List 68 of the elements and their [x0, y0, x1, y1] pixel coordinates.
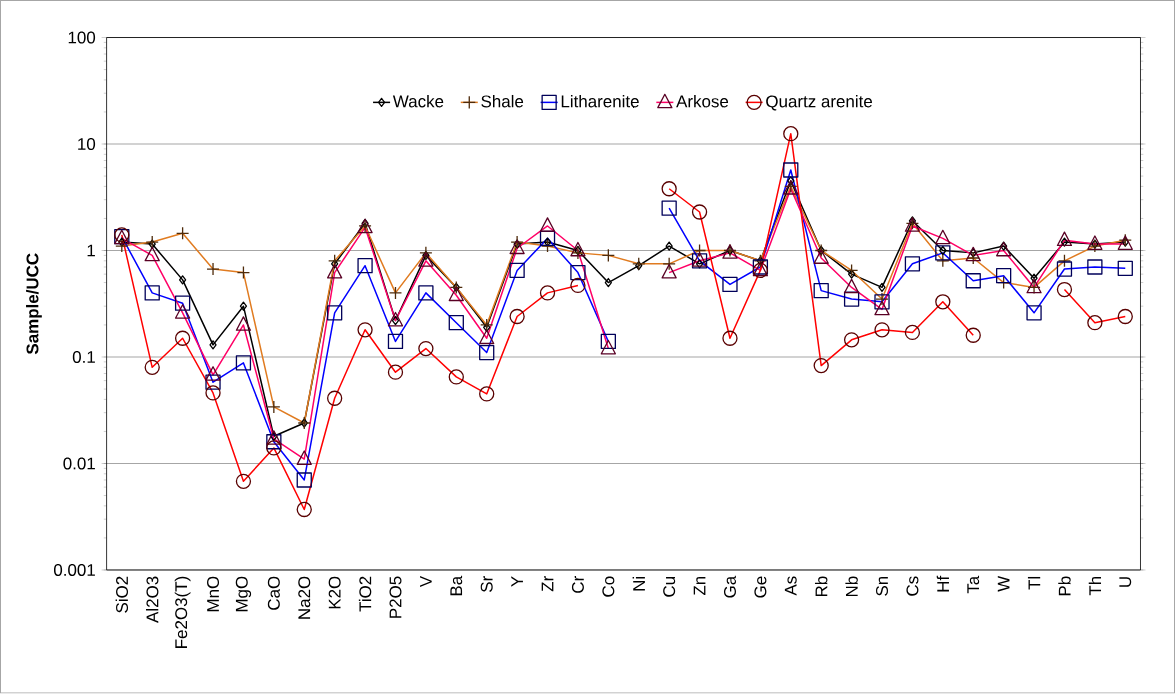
x-tick-label: SiO2 — [115, 576, 129, 613]
point — [787, 176, 795, 186]
x-tick-label: Cu — [663, 577, 676, 597]
x-tick-label: Nb — [845, 576, 858, 597]
y-tick-label: 0.01 — [63, 457, 95, 470]
legend-label: Quartz arenite — [766, 95, 872, 111]
x-tick-label: Tl — [1027, 577, 1041, 590]
point — [391, 316, 400, 326]
point — [635, 261, 643, 271]
y-axis-title: Sample/UCC — [26, 253, 42, 355]
x-tick-label: U — [1119, 577, 1132, 587]
legend-label: Wacke — [392, 95, 444, 108]
point — [908, 216, 917, 226]
x-tick-label: Zn — [693, 577, 706, 596]
legend-label: Litharenite — [561, 95, 639, 108]
x-tick-label: Sn — [876, 577, 889, 596]
x-tick-label: Hf — [936, 576, 949, 592]
y-tick-label: 100 — [68, 31, 96, 44]
point — [1060, 237, 1069, 247]
y-tick-label: 0.1 — [72, 351, 95, 364]
x-tick-label: Zr — [541, 576, 554, 592]
point — [1030, 273, 1038, 284]
x-tick-label: Rb — [814, 576, 828, 597]
x-tick-label: CaO — [267, 576, 280, 611]
point — [239, 301, 248, 312]
x-tick-label: TiO2 — [358, 576, 372, 612]
point — [878, 282, 886, 293]
point — [331, 259, 339, 269]
point — [178, 275, 187, 285]
point — [270, 431, 278, 442]
x-tick-label: W — [997, 576, 1010, 592]
x-tick-label: Ba — [450, 576, 463, 596]
point — [969, 248, 977, 258]
x-tick-label: As — [784, 576, 797, 596]
x-tick-label: Na2O — [298, 576, 311, 619]
x-tick-label: Pb — [1058, 576, 1071, 596]
x-tick-label: Co — [602, 576, 615, 597]
y-tick-label: 10 — [78, 138, 96, 151]
point — [999, 241, 1008, 251]
x-tick-label: P2O5 — [389, 576, 402, 618]
point — [209, 340, 217, 350]
point — [665, 241, 673, 251]
point — [483, 322, 491, 333]
x-tick-label: Ga — [723, 576, 736, 598]
x-tick-label: Cs — [906, 576, 919, 596]
x-tick-label: Y — [511, 576, 523, 587]
x-tick-label: Ni — [632, 577, 645, 591]
point — [1121, 237, 1129, 247]
point — [847, 269, 856, 279]
y-tick-label: 1 — [87, 244, 95, 257]
x-tick-label: Ge — [754, 576, 767, 598]
legend-label: Arkose — [676, 95, 729, 108]
point — [939, 246, 947, 256]
x-tick-label: Th — [1088, 577, 1102, 596]
x-tick-label: MgO — [235, 576, 252, 612]
x-tick-label: Fe2O3(T) — [174, 577, 191, 649]
point — [118, 237, 126, 247]
x-tick-label: MnO — [207, 576, 220, 612]
y-tick-label: 0.001 — [53, 564, 95, 577]
x-tick-label: Al2O3 — [145, 576, 159, 624]
x-tick-label: Cr — [571, 576, 584, 594]
point — [604, 278, 612, 288]
x-tick-label: K2O — [328, 576, 341, 609]
x-tick-label: V — [420, 576, 432, 588]
point — [148, 239, 156, 249]
legend-label: Shale — [481, 95, 524, 108]
x-tick-label: Ta — [967, 576, 980, 594]
x-tick-label: Sr — [480, 576, 493, 593]
